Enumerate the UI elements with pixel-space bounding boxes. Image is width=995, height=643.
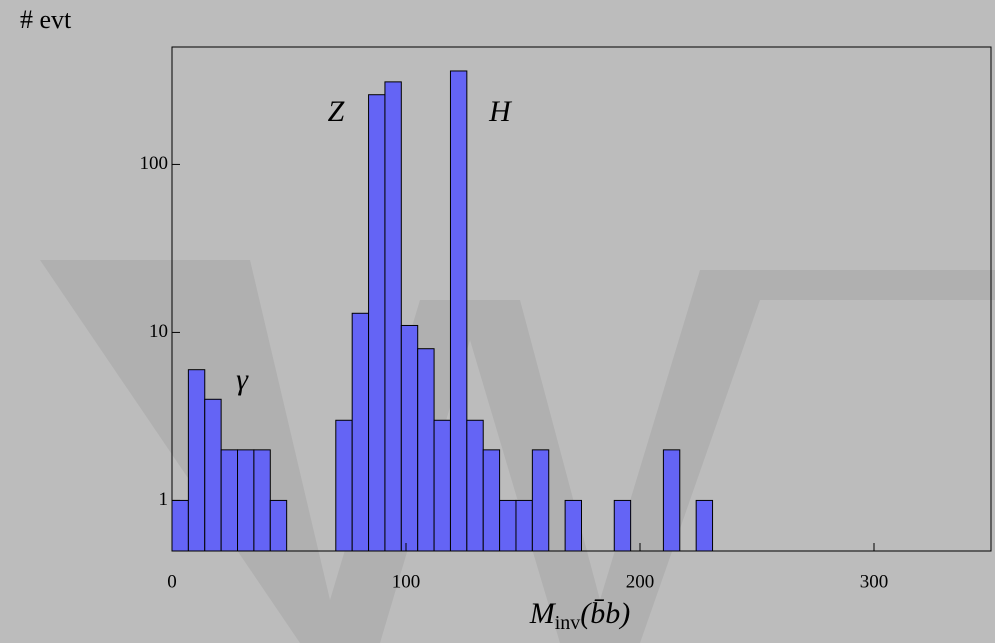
bar (613, 499, 632, 552)
bar (515, 499, 533, 552)
plot-frame (171, 46, 992, 552)
bar (220, 449, 239, 552)
bar (187, 369, 206, 552)
x-label-main: M (529, 597, 557, 630)
y-axis-label: # evt (20, 5, 72, 34)
bar (204, 398, 222, 552)
annotation: Z (328, 95, 345, 128)
x-label-sub: inv (555, 612, 581, 634)
bar (482, 449, 501, 552)
bar (564, 499, 582, 552)
bar (695, 499, 714, 552)
x-label-arg: (b̄b) (580, 597, 630, 630)
bar (171, 499, 189, 552)
x-tick-label: 300 (860, 571, 889, 592)
bar (368, 94, 386, 552)
bar (400, 324, 419, 552)
y-tick-label: 1 (159, 489, 169, 510)
x-tick-label: 200 (626, 571, 655, 592)
bar (237, 449, 255, 552)
y-tick-label: 100 (140, 153, 169, 174)
x-tick-label: 0 (167, 571, 177, 592)
bar (499, 499, 517, 552)
bar (433, 419, 451, 552)
bar (384, 81, 402, 552)
bar (269, 499, 288, 552)
y-tick-label: 10 (149, 321, 168, 342)
annotation: H (488, 95, 513, 128)
bar (662, 449, 681, 552)
bar (253, 449, 271, 552)
annotation: γ (236, 363, 249, 396)
bar (335, 419, 353, 552)
bar (466, 419, 484, 552)
bar (531, 449, 550, 552)
x-axis-label: Minv(b̄b) (529, 597, 631, 634)
bar (417, 348, 435, 552)
x-tick-label: 100 (392, 571, 421, 592)
bar (449, 70, 468, 552)
bar (351, 312, 370, 552)
